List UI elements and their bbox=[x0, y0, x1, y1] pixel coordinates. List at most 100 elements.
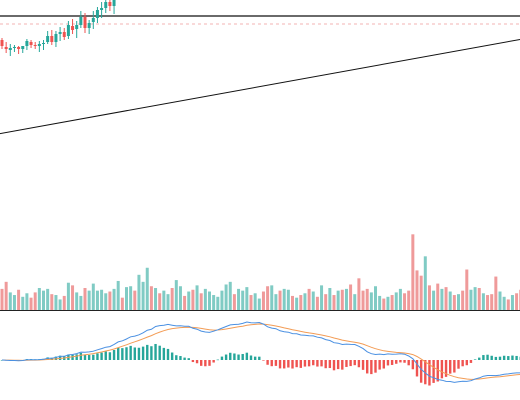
volume-bar bbox=[378, 295, 382, 310]
upper-trendline[interactable] bbox=[0, 0, 520, 44]
macd-histogram-bar bbox=[71, 354, 74, 360]
candle[interactable] bbox=[75, 21, 79, 38]
macd-histogram-bar bbox=[328, 360, 332, 369]
candle[interactable] bbox=[91, 11, 95, 29]
macd-histogram-bar bbox=[324, 360, 327, 369]
volume-bar bbox=[320, 285, 324, 310]
macd-histogram-bar bbox=[502, 355, 506, 360]
candle[interactable] bbox=[83, 13, 87, 33]
volume-bar bbox=[33, 292, 37, 310]
candle[interactable] bbox=[87, 20, 91, 34]
macd-histogram-bar bbox=[457, 360, 460, 369]
macd-histogram-bar bbox=[469, 360, 473, 363]
candle[interactable] bbox=[33, 42, 37, 49]
candle[interactable] bbox=[46, 31, 50, 44]
volume-bar bbox=[108, 291, 112, 310]
macd-histogram-bar bbox=[407, 360, 410, 366]
macd-histogram-bar bbox=[112, 350, 116, 360]
macd-histogram-bar bbox=[353, 360, 356, 366]
price-panel[interactable] bbox=[0, 0, 520, 135]
volume-bar bbox=[486, 295, 490, 310]
volume-bar bbox=[278, 290, 282, 310]
volume-bar bbox=[178, 286, 182, 310]
macd-histogram-bar bbox=[461, 360, 464, 367]
macd-histogram-bar bbox=[233, 353, 236, 360]
volume-bar bbox=[353, 294, 357, 310]
macd-histogram-bar bbox=[216, 359, 219, 361]
macd-histogram-bar bbox=[440, 360, 444, 379]
volume-bar bbox=[274, 294, 278, 310]
macd-histogram-bar bbox=[270, 360, 273, 367]
candle-body bbox=[87, 23, 91, 28]
candle[interactable] bbox=[95, 7, 99, 23]
candle-body bbox=[104, 2, 108, 8]
macd-histogram-bar bbox=[316, 360, 319, 367]
candle-body bbox=[58, 32, 62, 34]
candle[interactable] bbox=[12, 45, 16, 52]
candle[interactable] bbox=[0, 38, 4, 49]
volume-bar bbox=[170, 288, 174, 310]
candle[interactable] bbox=[104, 0, 108, 13]
macd-histogram-bar bbox=[241, 353, 244, 360]
macd-histogram-bar bbox=[212, 360, 215, 363]
candle[interactable] bbox=[71, 19, 75, 34]
candle[interactable] bbox=[8, 44, 12, 56]
volume-bar bbox=[448, 291, 452, 310]
volume-bar bbox=[58, 299, 62, 310]
macd-histogram-bar bbox=[262, 360, 265, 361]
candle[interactable] bbox=[79, 11, 83, 28]
candle-body bbox=[29, 42, 33, 45]
candle[interactable] bbox=[100, 2, 104, 18]
candle[interactable] bbox=[4, 42, 8, 53]
candle-body bbox=[8, 48, 12, 50]
candle[interactable] bbox=[108, 0, 112, 11]
macd-histogram-bar bbox=[229, 352, 232, 360]
volume-bar bbox=[21, 296, 25, 310]
candle[interactable] bbox=[112, 0, 116, 14]
volume-bar bbox=[66, 282, 70, 310]
candle[interactable] bbox=[58, 27, 62, 41]
volume-bar bbox=[0, 288, 4, 310]
macd-histogram-bar bbox=[341, 360, 344, 370]
volume-bar bbox=[340, 289, 344, 310]
candle[interactable] bbox=[37, 41, 41, 52]
candle[interactable] bbox=[54, 31, 58, 47]
volume-bar bbox=[444, 287, 448, 310]
macd-histogram-bar bbox=[175, 355, 178, 360]
candle[interactable] bbox=[25, 39, 29, 50]
candle[interactable] bbox=[29, 40, 33, 48]
macd-histogram-bar bbox=[303, 360, 307, 367]
candle[interactable] bbox=[62, 28, 66, 40]
volume-bar bbox=[62, 295, 66, 310]
candle[interactable] bbox=[42, 40, 45, 50]
macd-histogram-bar bbox=[378, 360, 381, 370]
candle-body bbox=[95, 10, 99, 18]
macd-histogram-bar bbox=[224, 354, 228, 360]
macd-histogram-bar bbox=[258, 356, 261, 360]
volume-bar bbox=[187, 291, 191, 310]
volume-bar bbox=[133, 290, 137, 310]
volume-bar bbox=[349, 284, 353, 310]
volume-bar bbox=[216, 296, 220, 310]
candle-body bbox=[17, 47, 21, 49]
macd-histogram-bar bbox=[150, 346, 153, 360]
candle[interactable] bbox=[66, 21, 70, 39]
volume-bar bbox=[286, 289, 290, 310]
macd-histogram-bar bbox=[494, 356, 498, 360]
macd-histogram-bar bbox=[374, 360, 377, 373]
volume-bar bbox=[452, 295, 456, 310]
volume-bar bbox=[137, 274, 141, 310]
volume-bar bbox=[75, 292, 79, 310]
candle[interactable] bbox=[17, 46, 21, 54]
macd-histogram-bar bbox=[96, 353, 99, 360]
macd-histogram-bar bbox=[419, 360, 423, 383]
candle[interactable] bbox=[50, 30, 54, 45]
candle[interactable] bbox=[21, 46, 25, 53]
volume-bar bbox=[394, 292, 398, 310]
volume-bar bbox=[224, 284, 228, 310]
lower-trendline[interactable] bbox=[0, 0, 520, 135]
volume-bar bbox=[382, 298, 386, 310]
candle-body bbox=[71, 26, 75, 30]
